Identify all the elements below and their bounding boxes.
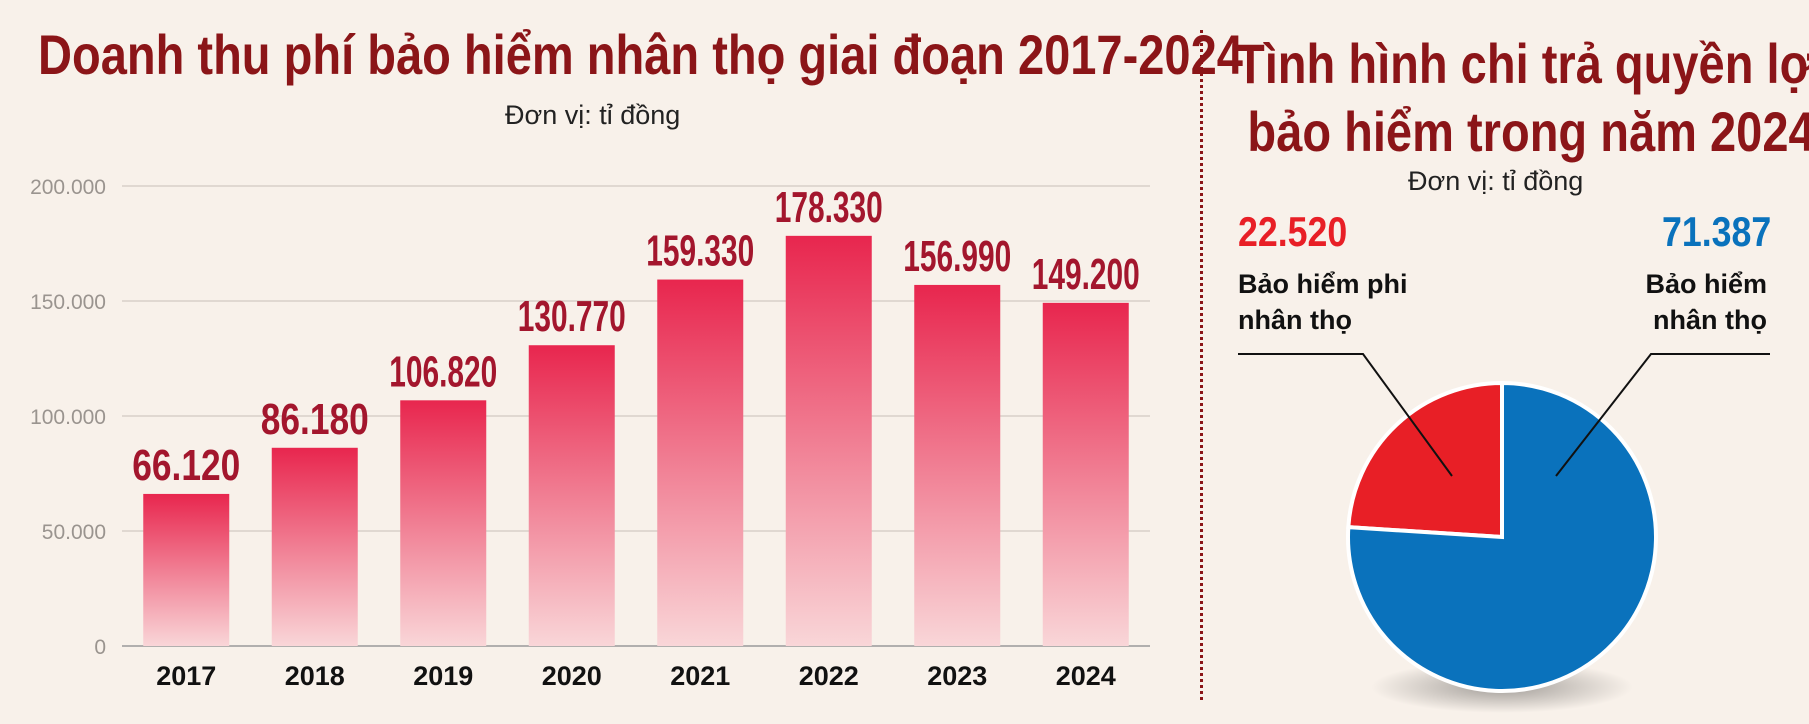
bar (271, 447, 358, 646)
y-tick-label: 0 (94, 636, 106, 659)
bar-value-label: 178.330 (775, 183, 883, 232)
x-tick-label: 2019 (413, 661, 473, 691)
pie-label-life-line1: Bảo hiểm (1645, 269, 1767, 299)
pie-title-line1: Tình hình chi trả quyền lợi (1236, 32, 1809, 95)
pie-label-life-line2: nhân thọ (1653, 305, 1767, 335)
pie-chart-unit: Đơn vị: tỉ đồng (1408, 166, 1584, 196)
bar (143, 493, 230, 646)
bars-layer: 66.120 2017 86.180 2018 106.820 2019 130.770 20… (132, 183, 1140, 691)
bar-chart-unit: Đơn vị: tỉ đồng (505, 100, 681, 130)
pie-label-nonlife-line1: Bảo hiểm phi (1238, 269, 1408, 299)
x-tick-label: 2024 (1056, 661, 1116, 691)
pie-label-life-value: 71.387 (1662, 208, 1772, 255)
bar-value-label: 106.820 (389, 347, 497, 396)
x-tick-label: 2020 (542, 661, 602, 691)
bar-value-label: 66.120 (132, 441, 240, 490)
x-tick-label: 2018 (285, 661, 345, 691)
bar (400, 400, 487, 646)
pie-title-line2: bảo hiểm trong năm 2024 (1247, 100, 1809, 163)
x-tick-label: 2022 (799, 661, 859, 691)
pie-slice-life (1346, 380, 1658, 693)
pie-label-life-name: Bảo hiểm nhân thọ (1645, 266, 1767, 338)
bar-value-label: 156.990 (903, 232, 1011, 281)
bar-value-label: 86.180 (261, 395, 369, 444)
x-tick-label: 2017 (156, 661, 216, 691)
bar-chart-title: Doanh thu phí bảo hiểm nhân thọ giai đoạ… (38, 23, 1243, 86)
bar (914, 284, 1001, 646)
x-tick-label: 2021 (670, 661, 730, 691)
pie-slice-nonlife (1346, 380, 1504, 540)
y-tick-label: 50.000 (42, 521, 106, 544)
y-tick-label: 150.000 (30, 291, 106, 314)
pie-chart (1238, 353, 1770, 713)
leader-line-nonlife (1238, 353, 1453, 477)
pie-chart-title: Tình hình chi trả quyền lợi bảo hiểm tron… (1236, 30, 1809, 166)
bar-value-label: 159.330 (646, 227, 754, 276)
pie-label-nonlife-name: Bảo hiểm phi nhân thọ (1238, 266, 1408, 338)
bar (785, 235, 872, 646)
bar (657, 279, 744, 646)
x-tick-label: 2023 (927, 661, 987, 691)
bar-value-label: 130.770 (518, 292, 626, 341)
section-divider (1200, 30, 1203, 700)
leader-line-life (1555, 353, 1770, 477)
bar-value-label: 149.200 (1032, 250, 1140, 299)
bar (1042, 302, 1129, 646)
bar (528, 345, 615, 646)
pie-label-nonlife-value: 22.520 (1238, 208, 1348, 255)
y-tick-label: 100.000 (30, 406, 106, 429)
pie-label-nonlife-line2: nhân thọ (1238, 305, 1352, 335)
y-tick-label: 200.000 (30, 176, 106, 199)
